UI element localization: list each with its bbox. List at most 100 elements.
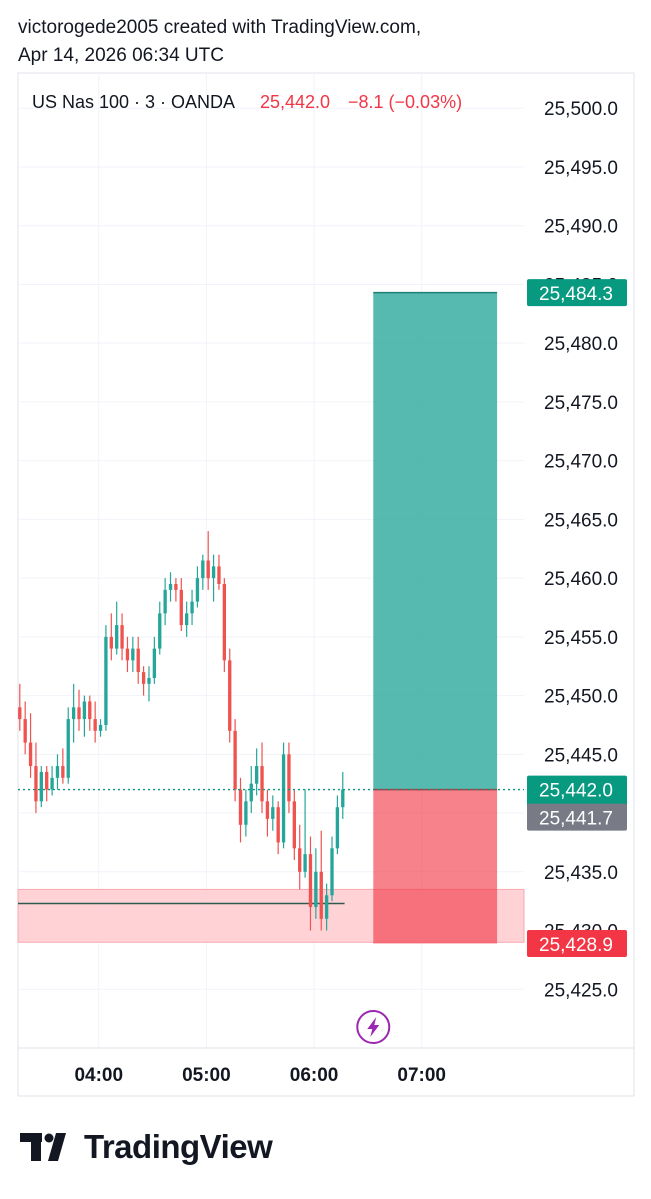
candle-body	[136, 648, 140, 673]
y-tick-label: 25,480.0	[544, 334, 618, 355]
candle-body	[61, 766, 65, 778]
candle-body	[190, 601, 194, 614]
lightning-glyph	[367, 1017, 380, 1037]
x-tick-label: 06:00	[290, 1065, 339, 1086]
credit-date-line: Apr 14, 2026 06:34 UTC	[18, 45, 224, 66]
price-tag-last-value: 25,442.0	[539, 781, 613, 802]
candle-body	[147, 677, 151, 684]
chart-credit: victorogede2005 created with TradingView…	[18, 14, 421, 70]
legend-last-price: 25,442.0	[260, 92, 330, 112]
candle-body	[303, 854, 307, 872]
candle-body	[324, 895, 329, 919]
candle-body	[254, 766, 259, 784]
candle-body	[115, 625, 119, 649]
y-tick-label: 25,455.0	[544, 628, 618, 649]
candle-body	[238, 789, 243, 825]
price-tag-target-value: 25,484.3	[539, 284, 613, 305]
candle-body	[184, 613, 189, 626]
legend-symbol: US Nas 100 · 3 · OANDA	[32, 92, 235, 112]
candle-body	[211, 566, 216, 579]
candle-body	[249, 783, 253, 802]
candle-body	[195, 578, 200, 602]
price-tags: 25,484.325,442.001:2825,441.725,428.9	[527, 279, 627, 957]
candle-body	[265, 801, 270, 819]
candle-body	[233, 730, 237, 790]
candle-body	[71, 707, 76, 720]
candle-body	[271, 807, 275, 819]
y-tick-label: 25,450.0	[544, 687, 618, 708]
candle-body	[206, 560, 210, 579]
candle-body	[201, 560, 205, 579]
y-tick-label: 25,475.0	[544, 393, 618, 414]
chart-frame	[17, 72, 635, 1097]
candle-body	[131, 648, 135, 661]
zone-layer	[17, 291, 525, 944]
candle-body	[141, 672, 146, 684]
candle-layer	[18, 531, 345, 931]
candle-body	[287, 754, 291, 802]
candle-body	[82, 701, 87, 720]
candle-body	[298, 848, 302, 872]
overlay-layer	[18, 788, 524, 1044]
candle-body	[341, 789, 345, 808]
x-tick-label: 07:00	[397, 1065, 446, 1086]
footer-brand[interactable]: TradingView	[20, 1128, 273, 1166]
candle-body	[222, 583, 227, 661]
candle-body	[18, 707, 22, 720]
candle-body	[88, 701, 92, 720]
price-tag-stop	[527, 929, 627, 957]
candle-body	[163, 589, 167, 614]
price-axis[interactable]: 25,500.025,495.025,490.025,485.025,480.0…	[544, 99, 618, 1001]
legend-change: −8.1 (−0.03%)	[348, 92, 462, 112]
y-tick-label: 25,425.0	[544, 980, 618, 1001]
chart-legend: US Nas 100 · 3 · OANDA 25,442.0 −8.1 (−0…	[32, 92, 462, 112]
candle-body	[228, 660, 232, 731]
price-tag-entry	[527, 803, 627, 831]
candle-body	[314, 871, 318, 908]
candle-body	[66, 719, 70, 778]
candle-body	[104, 636, 108, 725]
y-tick-label: 25,490.0	[544, 217, 618, 238]
y-tick-label: 25,465.0	[544, 510, 618, 531]
candle-body	[152, 648, 157, 678]
candle-body	[39, 771, 43, 802]
candle-body	[292, 801, 296, 849]
y-tick-label: 25,445.0	[544, 745, 618, 766]
candle-body	[335, 807, 340, 849]
x-tick-label: 05:00	[182, 1065, 231, 1086]
candle-body	[174, 583, 178, 590]
candle-body	[217, 566, 221, 584]
candle-body	[330, 848, 334, 896]
price-tag-stop-value: 25,428.9	[539, 935, 613, 956]
y-tick-label: 25,470.0	[544, 452, 618, 473]
y-tick-label: 25,500.0	[544, 99, 618, 120]
candle-body	[28, 742, 33, 767]
candle-body	[77, 707, 81, 720]
candle-body	[308, 854, 313, 908]
x-tick-label: 04:00	[74, 1065, 123, 1086]
tradingview-logo-icon	[20, 1133, 66, 1161]
candle-body	[125, 648, 130, 661]
candle-body	[120, 625, 124, 649]
y-tick-label: 25,435.0	[544, 863, 618, 884]
price-tag-target	[527, 279, 627, 307]
candle-body	[281, 754, 286, 843]
candle-body	[55, 766, 60, 778]
candle-body	[23, 719, 27, 743]
candle-body	[244, 801, 248, 825]
credit-author-line: victorogede2005 created with TradingView…	[18, 17, 422, 38]
price-tag-entry-value: 25,441.7	[539, 809, 613, 830]
y-tick-label: 25,460.0	[544, 569, 618, 590]
candle-body	[168, 583, 173, 590]
stop-zone	[373, 789, 498, 944]
candle-body	[109, 636, 113, 649]
candle-body	[50, 777, 54, 790]
time-axis[interactable]: 04:00 05:00 06:00 07:00	[74, 1065, 446, 1086]
candle-body	[93, 719, 97, 731]
candle-body	[179, 589, 183, 626]
candle-body	[45, 771, 49, 790]
footer-brand-name: TradingView	[84, 1128, 273, 1165]
y-tick-label: 25,495.0	[544, 158, 618, 179]
candle-body	[34, 766, 38, 802]
